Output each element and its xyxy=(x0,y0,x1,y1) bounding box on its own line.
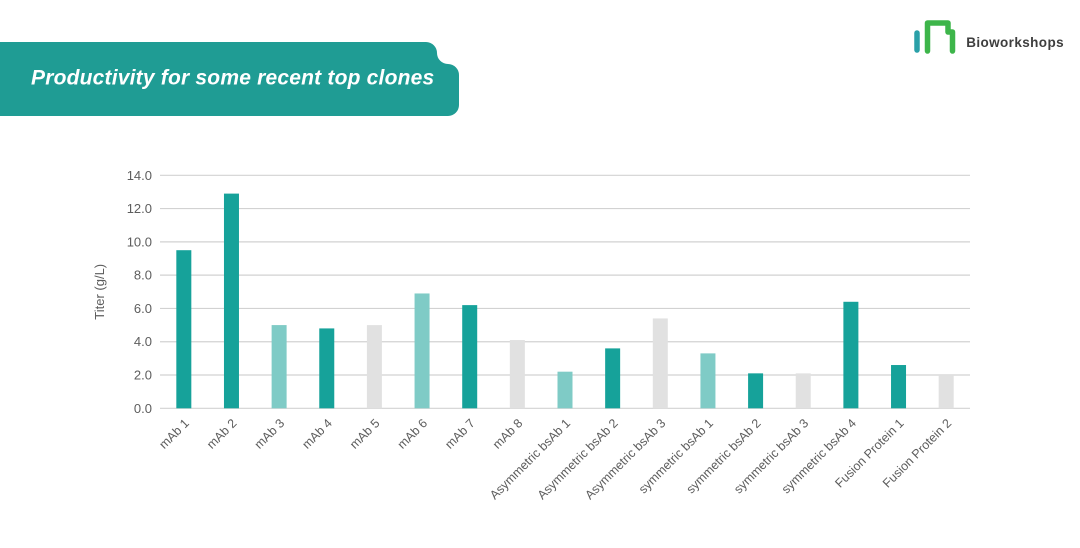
banner-shape xyxy=(0,42,459,116)
x-tick-label: mAb 7 xyxy=(442,416,477,451)
y-tick-label: 14.0 xyxy=(127,168,152,183)
bar xyxy=(557,371,573,409)
x-tick-label: Asymmetric bsAb 1 xyxy=(487,416,573,502)
page-title: Productivity for some recent top clones xyxy=(31,66,435,90)
x-tick-label: Asymmetric bsAb 3 xyxy=(582,416,668,502)
x-tick-label: mAb 4 xyxy=(299,416,334,451)
x-tick-label: mAb 5 xyxy=(347,416,382,451)
bar xyxy=(176,250,192,409)
bar xyxy=(700,353,716,409)
y-tick-label: 8.0 xyxy=(134,268,152,283)
bar xyxy=(605,348,621,409)
banner-shape-path xyxy=(0,42,459,116)
y-tick-label: 10.0 xyxy=(127,234,152,249)
bar xyxy=(891,365,907,409)
bar xyxy=(748,373,764,409)
x-tick-label: mAb 6 xyxy=(395,416,430,451)
y-tick-label: 6.0 xyxy=(134,301,152,316)
y-tick-label: 4.0 xyxy=(134,334,152,349)
bar xyxy=(462,305,478,409)
y-tick-label: 2.0 xyxy=(134,368,152,383)
bar xyxy=(509,340,525,409)
bar xyxy=(652,318,668,409)
logo-text: Bioworkshops xyxy=(966,35,1064,50)
x-tick-label: mAb 2 xyxy=(204,416,239,451)
y-tick-label: 0.0 xyxy=(134,401,152,416)
bar xyxy=(366,325,382,409)
y-tick-label: 12.0 xyxy=(127,201,152,216)
bar xyxy=(938,375,954,409)
x-tick-label: mAb 8 xyxy=(490,416,525,451)
bar xyxy=(414,293,430,409)
bioworkshops-icon xyxy=(914,20,956,54)
bar xyxy=(223,193,239,409)
bar xyxy=(795,373,811,409)
x-tick-label: Asymmetric bsAb 2 xyxy=(535,416,621,502)
bar xyxy=(271,325,287,409)
y-axis-title: Titer (g/L) xyxy=(92,264,107,320)
bar xyxy=(843,301,859,409)
logo-staircase xyxy=(924,20,956,54)
x-tick-label: mAb 3 xyxy=(252,416,287,451)
title-banner: Productivity for some recent top clones xyxy=(0,0,470,125)
bar xyxy=(319,328,335,409)
x-tick-label: mAb 1 xyxy=(156,416,191,451)
logo: Bioworkshops xyxy=(911,13,1064,55)
